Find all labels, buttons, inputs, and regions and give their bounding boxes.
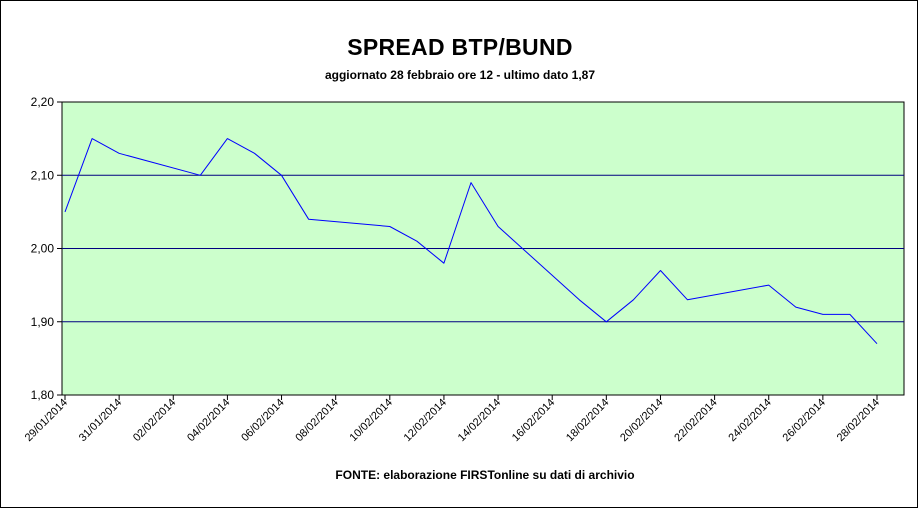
x-tick-label: 29/01/2014 [23, 397, 70, 444]
y-tick-label: 2,00 [31, 242, 55, 256]
series-layer [64, 138, 878, 345]
series-line [64, 138, 878, 345]
y-tick-label: 1,80 [31, 388, 55, 402]
x-tick-label: 08/02/2014 [293, 397, 340, 444]
x-tick-label: 26/02/2014 [781, 397, 828, 444]
y-tick-label: 1,90 [31, 315, 55, 329]
x-tick-label: 18/02/2014 [564, 397, 611, 444]
x-tick-label: 04/02/2014 [185, 397, 232, 444]
x-tick-label: 02/02/2014 [131, 397, 178, 444]
x-tick-label: 12/02/2014 [402, 397, 449, 444]
x-tick-label: 16/02/2014 [510, 397, 557, 444]
chart-subtitle: aggiornato 28 febbraio ore 12 - ultimo d… [324, 68, 596, 82]
chart-source: FONTE: elaborazione FIRSTonline su dati … [335, 468, 635, 482]
x-tick-label: 06/02/2014 [239, 397, 286, 444]
x-tick-label: 24/02/2014 [726, 397, 773, 444]
grid-layer [62, 174, 904, 323]
x-tick-label: 14/02/2014 [456, 397, 503, 444]
x-tick-label: 10/02/2014 [348, 397, 395, 444]
y-tick-label: 2,20 [31, 95, 55, 109]
chart-title: SPREAD BTP/BUND [347, 34, 573, 60]
y-tick-label: 2,10 [31, 168, 55, 182]
x-tick-label: 20/02/2014 [618, 397, 665, 444]
x-tick-label: 31/01/2014 [77, 397, 124, 444]
x-tick-label: 28/02/2014 [835, 397, 882, 444]
x-tick-label: 22/02/2014 [672, 397, 719, 444]
